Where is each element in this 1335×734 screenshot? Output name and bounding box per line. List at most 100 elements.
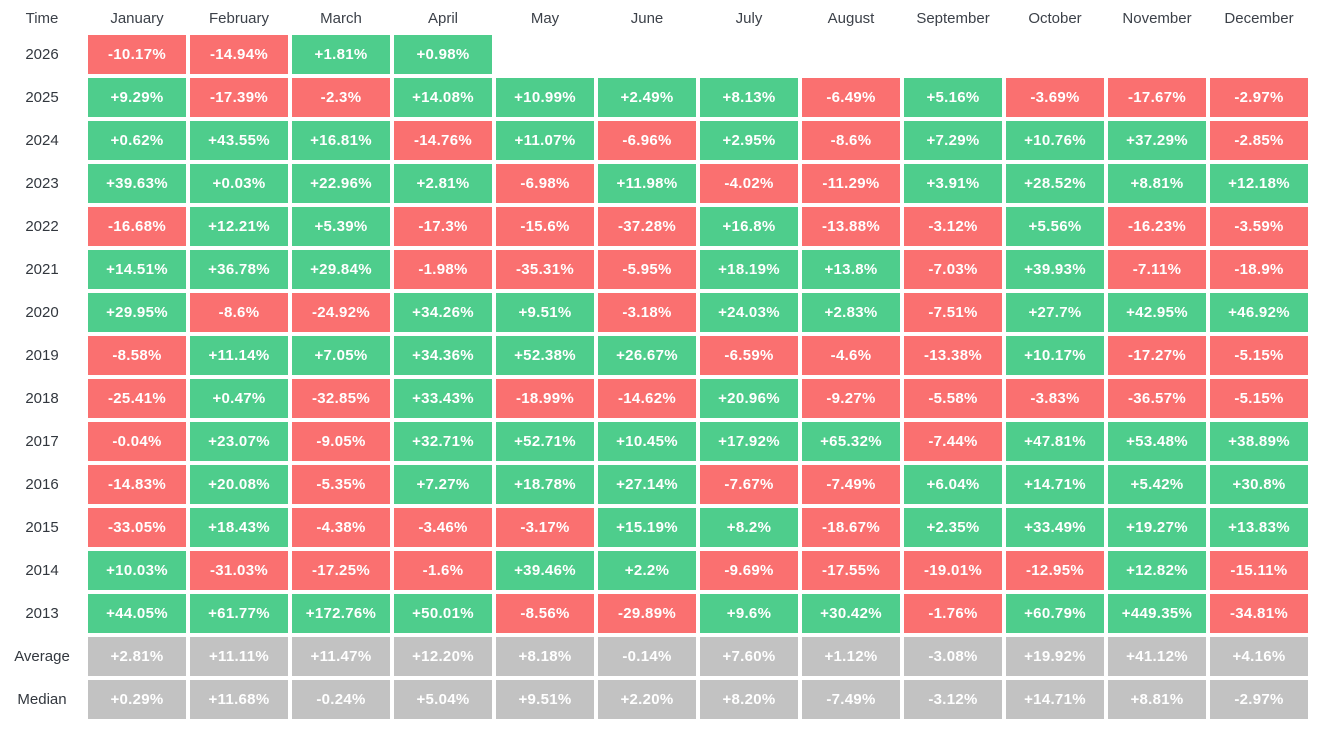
- cell-2021-april: -1.98%: [394, 250, 492, 289]
- cell-2026-december-empty: [1210, 35, 1308, 74]
- cell-2019-september: -13.38%: [904, 336, 1002, 375]
- cell-2020-january: +29.95%: [88, 293, 186, 332]
- cell-2016-june: +27.14%: [598, 465, 696, 504]
- cell-2017-june: +10.45%: [598, 422, 696, 461]
- cell-average-october: +19.92%: [1006, 637, 1104, 676]
- cell-median-january: +0.29%: [88, 680, 186, 719]
- cell-2024-september: +7.29%: [904, 121, 1002, 160]
- cell-2025-october: -3.69%: [1006, 78, 1104, 117]
- cell-2022-january: -16.68%: [88, 207, 186, 246]
- cell-2015-may: -3.17%: [496, 508, 594, 547]
- cell-2018-may: -18.99%: [496, 379, 594, 418]
- cell-2021-february: +36.78%: [190, 250, 288, 289]
- corner-header-time: Time: [25, 10, 59, 27]
- cell-2023-february: +0.03%: [190, 164, 288, 203]
- cell-2019-march: +7.05%: [292, 336, 390, 375]
- cell-2014-november: +12.82%: [1108, 551, 1206, 590]
- cell-2015-september: +2.35%: [904, 508, 1002, 547]
- cell-2023-july: -4.02%: [700, 164, 798, 203]
- cell-average-february: +11.11%: [190, 637, 288, 676]
- cell-2023-october: +28.52%: [1006, 164, 1104, 203]
- cell-2017-december: +38.89%: [1210, 422, 1308, 461]
- cell-2013-july: +9.6%: [700, 594, 798, 633]
- cell-2014-october: -12.95%: [1006, 551, 1104, 590]
- cell-2020-july: +24.03%: [700, 293, 798, 332]
- cell-2016-april: +7.27%: [394, 465, 492, 504]
- cell-2020-april: +34.26%: [394, 293, 492, 332]
- cell-2022-july: +16.8%: [700, 207, 798, 246]
- cell-2015-november: +19.27%: [1108, 508, 1206, 547]
- cell-average-july: +7.60%: [700, 637, 798, 676]
- row-label-2017: 2017: [25, 433, 59, 450]
- cell-2016-october: +14.71%: [1006, 465, 1104, 504]
- row-label-2020: 2020: [25, 304, 59, 321]
- cell-2024-may: +11.07%: [496, 121, 594, 160]
- cell-2022-march: +5.39%: [292, 207, 390, 246]
- cell-2026-august-empty: [802, 35, 900, 74]
- cell-2022-september: -3.12%: [904, 207, 1002, 246]
- cell-2020-june: -3.18%: [598, 293, 696, 332]
- monthly-returns-heatmap: Time January February March April May June July…: [14, 10, 1308, 719]
- cell-2023-april: +2.81%: [394, 164, 492, 203]
- row-label-2018: 2018: [25, 390, 59, 407]
- cell-average-march: +11.47%: [292, 637, 390, 676]
- cell-2018-march: -32.85%: [292, 379, 390, 418]
- row-label-2016: 2016: [25, 476, 59, 493]
- row-label-2015: 2015: [25, 519, 59, 536]
- cell-2022-february: +12.21%: [190, 207, 288, 246]
- cell-2016-march: -5.35%: [292, 465, 390, 504]
- column-header-april: April: [427, 10, 458, 27]
- cell-2025-january: +9.29%: [88, 78, 186, 117]
- cell-2026-february: -14.94%: [190, 35, 288, 74]
- cell-2016-september: +6.04%: [904, 465, 1002, 504]
- cell-2015-march: -4.38%: [292, 508, 390, 547]
- cell-2023-august: -11.29%: [802, 164, 900, 203]
- cell-2026-november-empty: [1108, 35, 1206, 74]
- cell-2021-june: -5.95%: [598, 250, 696, 289]
- cell-2013-december: -34.81%: [1210, 594, 1308, 633]
- cell-median-may: +9.51%: [496, 680, 594, 719]
- cell-2024-march: +16.81%: [292, 121, 390, 160]
- cell-average-january: +2.81%: [88, 637, 186, 676]
- cell-2024-june: -6.96%: [598, 121, 696, 160]
- row-label-2026: 2026: [25, 46, 59, 63]
- cell-2026-july-empty: [700, 35, 798, 74]
- cell-2024-december: -2.85%: [1210, 121, 1308, 160]
- cell-average-august: +1.12%: [802, 637, 900, 676]
- cell-2025-august: -6.49%: [802, 78, 900, 117]
- row-label-2019: 2019: [25, 347, 59, 364]
- cell-2025-march: -2.3%: [292, 78, 390, 117]
- cell-median-november: +8.81%: [1108, 680, 1206, 719]
- cell-2025-may: +10.99%: [496, 78, 594, 117]
- cell-average-june: -0.14%: [598, 637, 696, 676]
- cell-2013-february: +61.77%: [190, 594, 288, 633]
- cell-2025-february: -17.39%: [190, 78, 288, 117]
- column-header-july: July: [735, 10, 763, 27]
- cell-2013-november: +449.35%: [1108, 594, 1206, 633]
- cell-2013-may: -8.56%: [496, 594, 594, 633]
- cell-2024-august: -8.6%: [802, 121, 900, 160]
- cell-2020-august: +2.83%: [802, 293, 900, 332]
- cell-2026-april: +0.98%: [394, 35, 492, 74]
- cell-2017-september: -7.44%: [904, 422, 1002, 461]
- cell-2019-august: -4.6%: [802, 336, 900, 375]
- cell-2018-january: -25.41%: [88, 379, 186, 418]
- cell-2017-april: +32.71%: [394, 422, 492, 461]
- cell-2013-march: +172.76%: [292, 594, 390, 633]
- column-header-june: June: [630, 10, 664, 27]
- cell-median-june: +2.20%: [598, 680, 696, 719]
- cell-2019-november: -17.27%: [1108, 336, 1206, 375]
- cell-2026-october-empty: [1006, 35, 1104, 74]
- cell-2024-july: +2.95%: [700, 121, 798, 160]
- cell-2015-april: -3.46%: [394, 508, 492, 547]
- cell-2017-may: +52.71%: [496, 422, 594, 461]
- row-label-2025: 2025: [25, 89, 59, 106]
- cell-2025-september: +5.16%: [904, 78, 1002, 117]
- cell-2025-july: +8.13%: [700, 78, 798, 117]
- cell-median-august: -7.49%: [802, 680, 900, 719]
- cell-2015-january: -33.05%: [88, 508, 186, 547]
- cell-2026-march: +1.81%: [292, 35, 390, 74]
- cell-2013-october: +60.79%: [1006, 594, 1104, 633]
- cell-2015-february: +18.43%: [190, 508, 288, 547]
- cell-2018-february: +0.47%: [190, 379, 288, 418]
